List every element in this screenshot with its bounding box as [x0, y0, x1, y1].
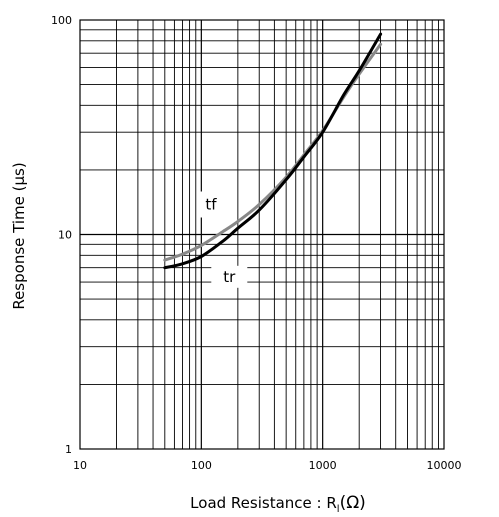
series-labels: tf tr [198, 191, 248, 288]
x-tick-labels: 10 100 1000 10000 [73, 459, 462, 472]
grid-horizontal-lines [80, 29, 444, 385]
x-tick-label: 1000 [309, 459, 337, 472]
series-line-tf [163, 42, 383, 262]
x-tick-label: 10 [73, 459, 87, 472]
series-group [163, 32, 383, 270]
y-tick-label: 100 [51, 14, 72, 27]
x-axis-title: Load Resistance : Rl(Ω) [190, 493, 366, 515]
y-axis-title: Response Time (μs) [10, 162, 28, 309]
y-tick-label: 10 [58, 229, 72, 242]
x-tick-label: 10000 [427, 459, 462, 472]
series-label-bg-tf [198, 191, 223, 218]
series-label-tr: tr [223, 268, 236, 286]
series-label-bg-tr [211, 265, 248, 288]
plot-frame [79, 19, 445, 450]
x-tick-label: 100 [191, 459, 212, 472]
y-tick-label: 1 [65, 443, 72, 456]
y-tick-labels: 1 10 100 [51, 14, 72, 456]
series-label-tf: tf [205, 195, 217, 213]
series-line-tr [163, 32, 383, 270]
